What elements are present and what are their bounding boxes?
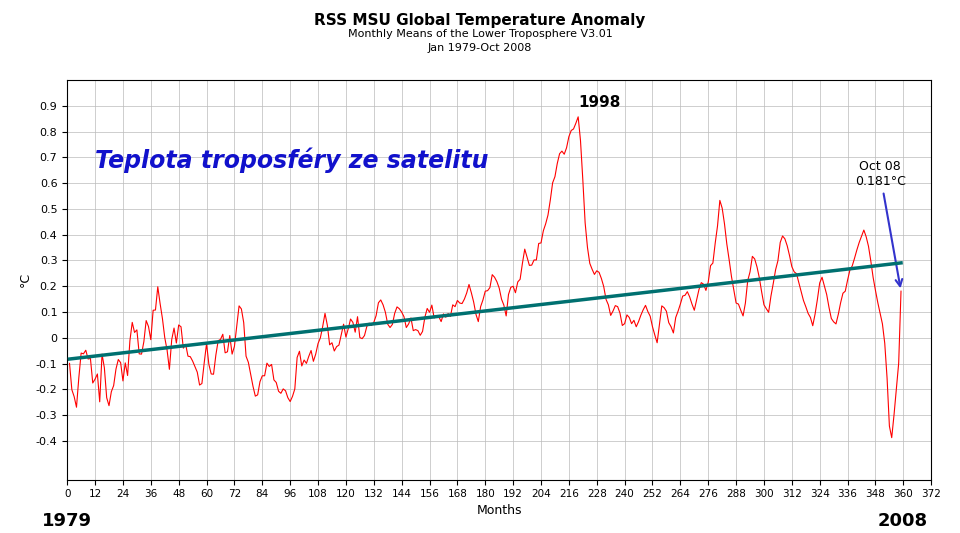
Text: Monthly Means of the Lower Troposphere V3.01: Monthly Means of the Lower Troposphere V… <box>348 29 612 39</box>
Text: Oct 08
0.181°C: Oct 08 0.181°C <box>854 160 905 286</box>
Text: 2008: 2008 <box>877 512 927 530</box>
Text: 1998: 1998 <box>578 95 620 110</box>
Y-axis label: °C: °C <box>18 272 32 287</box>
Text: Jan 1979-Oct 2008: Jan 1979-Oct 2008 <box>428 43 532 53</box>
Text: Teplota troposféry ze satelitu: Teplota troposféry ze satelitu <box>95 147 489 173</box>
X-axis label: Months: Months <box>476 504 522 516</box>
Text: RSS MSU Global Temperature Anomaly: RSS MSU Global Temperature Anomaly <box>314 13 646 28</box>
Text: 1979: 1979 <box>42 512 92 530</box>
